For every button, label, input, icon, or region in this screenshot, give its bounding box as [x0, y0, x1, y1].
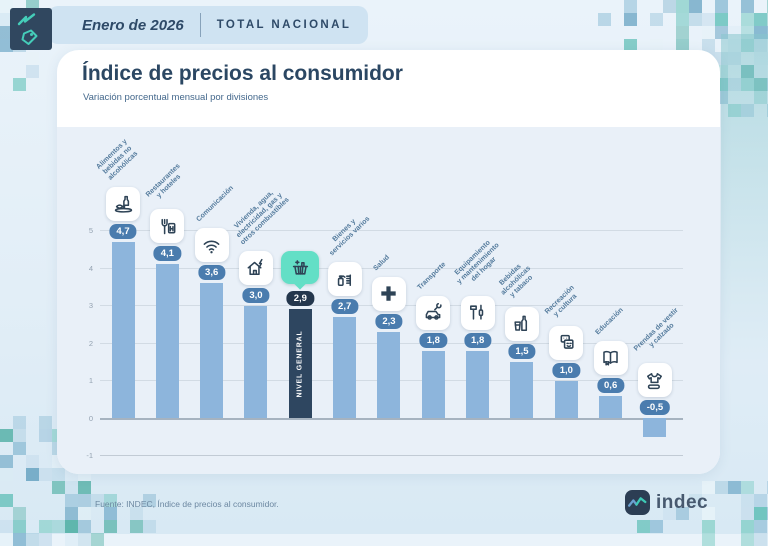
bar-6 [333, 316, 357, 418]
category-label: Salud [372, 253, 391, 273]
value-badge: 2,9 [286, 291, 314, 307]
recreation-culture-icon [549, 325, 584, 360]
y-tick-label: 2 [88, 338, 93, 348]
bar-7 [377, 331, 401, 418]
category-label: Vivienda, agua, electricidad, gas y otros … [233, 189, 291, 246]
clothing-footwear-icon [637, 363, 672, 397]
category-label: Bienes y servicios varios [328, 215, 372, 258]
value-badge: 4,7 [109, 223, 137, 239]
bar-13 [643, 418, 667, 437]
value-badge: 2,7 [331, 298, 359, 314]
alcohol-tobacco-icon [504, 306, 539, 341]
value-badge: 2,3 [375, 313, 403, 329]
gridline--1 [100, 455, 683, 456]
brand-tag-chart-icon [10, 8, 52, 50]
bar-8 [421, 350, 445, 418]
value-badge: -0,5 [639, 400, 671, 415]
category-label: Educación [594, 306, 625, 336]
education-icon [593, 340, 628, 375]
bar-11 [554, 380, 578, 418]
period-label: Enero de 2026 [82, 16, 184, 34]
highlight-bar-label: NIVEL GENERAL [296, 330, 304, 398]
bar-12 [599, 395, 623, 418]
value-badge: 1,0 [552, 362, 580, 378]
indec-logo: indec [625, 490, 708, 515]
chart-panel: 5 4 3 2 1 0 -1 4,7 Alimentos y bebidas no alcohól… [57, 127, 720, 474]
category-label: Recreación y cultura [544, 283, 579, 318]
y-tick-label: 1 [88, 376, 93, 385]
value-badge: 3,0 [242, 287, 270, 303]
source-note: Fuente: INDEC, Índice de precios al cons… [95, 499, 279, 509]
y-tick-label: 4 [88, 263, 93, 273]
category-label: Alimentos y bebidas no alcohólicas [95, 137, 140, 182]
bar-1 [111, 241, 135, 418]
misc-goods-icon [327, 261, 362, 296]
category-label: Restaurantes y hoteles [145, 162, 183, 200]
value-badge: 1,8 [464, 332, 492, 348]
value-badge: 3,6 [198, 265, 226, 280]
y-tick-label: 0 [88, 413, 93, 423]
communication-icon [194, 228, 229, 262]
bar-3 [200, 283, 224, 418]
y-tick-label: -1 [86, 451, 93, 460]
value-badge: 1,5 [508, 343, 536, 359]
value-badge: 0,6 [597, 377, 625, 393]
value-badge: 1,8 [419, 332, 447, 348]
y-tick-label: 5 [88, 226, 93, 235]
home-equipment-icon [460, 295, 495, 330]
header-divider [199, 13, 201, 37]
chart-card: Índice de precios al consumidor Variació… [57, 50, 720, 474]
indec-logo-icon [625, 490, 650, 515]
right-gradient-band [721, 34, 768, 364]
gridline-4 [100, 267, 683, 269]
category-label: Transporte [416, 260, 448, 291]
bar-2 [155, 264, 179, 418]
bar-4 [244, 305, 268, 418]
scope-label: TOTAL NACIONAL [216, 19, 352, 31]
category-label: Prendas de vestir y calzado [632, 306, 680, 353]
gridline-5 [100, 230, 683, 231]
category-label: Bebidas alcohólicas y tabaco [498, 262, 535, 299]
transport-icon [416, 295, 451, 330]
bar-9 [466, 350, 490, 418]
indec-logo-text: indec [656, 491, 709, 513]
page-title: Índice de precios al consumidor [82, 62, 403, 85]
gridline-0 [100, 417, 683, 420]
bar-10 [510, 361, 534, 418]
plot-area: 5 4 3 2 1 0 -1 4,7 Alimentos y bebidas no alcohól… [57, 127, 720, 474]
page-subtitle: Variación porcentual mensual por divisio… [83, 92, 269, 103]
housing-utilities-icon [238, 250, 273, 285]
health-icon [371, 276, 406, 311]
bar-5: NIVEL GENERAL [288, 309, 312, 418]
header-bar: Enero de 2026 TOTAL NACIONAL [48, 6, 368, 44]
y-tick-label: 3 [88, 301, 93, 310]
value-badge: 4,1 [153, 246, 181, 262]
restaurants-hotels-icon [150, 209, 185, 244]
food-drinks-icon [106, 186, 140, 221]
category-label: Comunicación [195, 184, 235, 224]
